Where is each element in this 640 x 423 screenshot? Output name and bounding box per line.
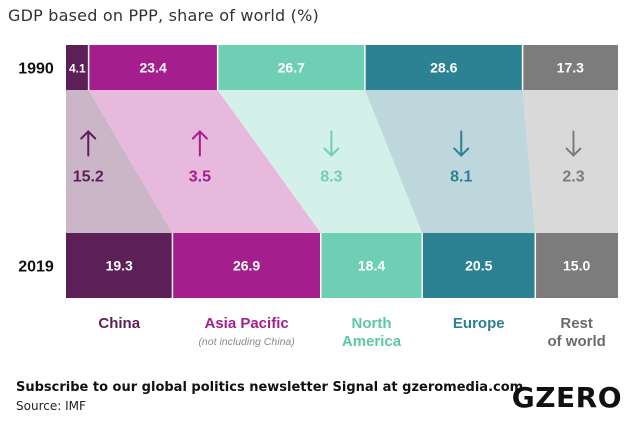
up-arrow-icon-asia-pacific [191,130,208,157]
value-1990-asia-pacific: 23.4 [140,60,167,76]
change-value-china: 15.2 [73,169,104,186]
down-arrow-icon-north-america [323,130,340,157]
bar-1990-north-america [217,45,365,90]
gdp-share-chart: 1990 2019 4.1 19.3 15.2 China 23.4 26.9 3.5 Asia … [18,45,618,350]
down-arrow-icon-rest-of-world [565,130,582,157]
region-label-china: China [98,315,140,332]
down-arrow-icon-europe [453,130,470,157]
chart-title: GDP based on PPP, share of world (%) [8,6,319,25]
change-value-asia-pacific: 3.5 [189,169,211,186]
region-label-rest-of-world: of world [547,333,605,350]
value-1990-north-america: 26.7 [278,60,305,76]
bar-2019-europe [422,233,536,298]
up-arrow-icon-china [80,130,97,157]
band-rest-of-world [522,90,618,233]
bar-2019-china [66,233,173,298]
subscribe-text: Subscribe to our global politics newslet… [16,380,524,395]
value-2019-china: 19.3 [106,258,133,274]
change-value-europe: 8.1 [450,169,472,186]
band-europe [364,90,536,233]
region-label-north-america: North [352,315,392,332]
band-asia-pacific [88,90,321,233]
source-text: Source: IMF [16,399,86,413]
value-2019-north-america: 18.4 [358,258,385,274]
value-2019-europe: 20.5 [465,258,492,274]
region-sublabel-asia-pacific: (not including China) [198,336,294,348]
region-label-rest-of-world: Rest [560,315,593,332]
bar-2019-rest-of-world [535,233,618,298]
gzero-logo: GZERO [511,381,622,414]
change-value-rest-of-world: 2.3 [562,169,584,186]
bar-2019-asia-pacific [172,233,321,298]
region-label-asia-pacific: Asia Pacific [204,315,288,332]
change-value-north-america: 8.3 [320,169,342,186]
value-2019-asia-pacific: 26.9 [233,258,260,274]
bar-1990-rest-of-world [522,45,618,90]
year-label-1990: 1990 [18,61,54,78]
band-north-america [217,90,423,233]
bar-1990-asia-pacific [88,45,218,90]
value-1990-europe: 28.6 [430,60,457,76]
bar-1990-china [66,45,89,90]
year-label-2019: 2019 [18,259,54,276]
region-label-europe: Europe [453,315,505,332]
region-label-north-america: America [342,333,402,350]
value-2019-rest-of-world: 15.0 [563,258,590,274]
bar-2019-north-america [320,233,423,298]
value-1990-rest-of-world: 17.3 [557,60,584,76]
bar-1990-europe [364,45,523,90]
band-china [66,90,173,233]
value-1990-china: 4.1 [69,62,86,76]
